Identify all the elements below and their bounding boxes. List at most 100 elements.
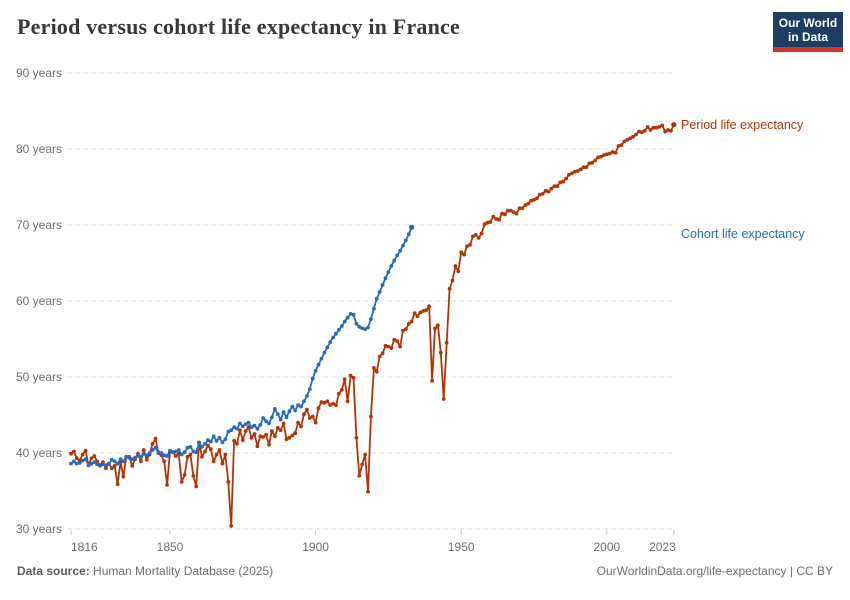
- period-point: [465, 244, 469, 249]
- cohort-point: [118, 457, 123, 461]
- period-point: [395, 339, 400, 344]
- cohort-point: [296, 403, 300, 407]
- cohort-point: [153, 445, 158, 450]
- period-point: [121, 474, 126, 479]
- period-line: [70, 123, 675, 527]
- period-point: [80, 452, 85, 457]
- cohort-point: [357, 324, 362, 329]
- period-point: [112, 464, 117, 468]
- period-point: [456, 269, 461, 274]
- period-point: [599, 154, 603, 159]
- period-point: [357, 473, 362, 478]
- period-point: [639, 130, 644, 135]
- cohort-point: [401, 243, 405, 248]
- period-point: [104, 466, 108, 471]
- period-point: [214, 452, 219, 457]
- cohort-point: [369, 317, 373, 322]
- period-point: [255, 444, 260, 449]
- period-point: [584, 165, 589, 170]
- period-point: [479, 231, 484, 236]
- cohort-point: [287, 409, 292, 414]
- period-point: [535, 196, 539, 201]
- period-point: [622, 139, 627, 144]
- cohort-point: [372, 306, 376, 311]
- period-point: [377, 354, 382, 359]
- cohort-point: [176, 448, 181, 452]
- period-point: [74, 456, 79, 461]
- period-point: [590, 160, 595, 165]
- cohort-point: [208, 439, 213, 444]
- cohort-point: [104, 463, 108, 468]
- period-point: [575, 169, 580, 173]
- period-point: [564, 176, 568, 181]
- period-point: [238, 428, 242, 433]
- cohort-point: [223, 437, 228, 442]
- data-source: Data source: Human Mortality Database (2…: [17, 564, 273, 578]
- period-point: [240, 438, 245, 442]
- cohort-point: [156, 450, 161, 455]
- chart-title: Period versus cohort life expectancy in …: [17, 14, 460, 39]
- period-point: [441, 397, 446, 401]
- y-axis-label: 40 years: [16, 446, 62, 460]
- period-point: [185, 454, 190, 459]
- cohort-point: [69, 461, 73, 466]
- period-point: [342, 377, 347, 382]
- period-point: [453, 264, 458, 268]
- period-point: [631, 134, 635, 139]
- cohort-point: [246, 420, 251, 425]
- cohort-point: [348, 312, 353, 316]
- cohort-point: [351, 312, 356, 317]
- period-point: [433, 326, 437, 331]
- period-point: [610, 150, 615, 154]
- period-point: [191, 473, 196, 478]
- cohort-point: [220, 440, 225, 445]
- owid-logo[interactable]: Our World in Data: [773, 12, 843, 52]
- series-label-period-life-expectancy: Period life expectancy: [681, 117, 804, 132]
- period-point: [418, 310, 423, 315]
- cohort-point: [98, 464, 102, 468]
- cohort-point: [139, 454, 143, 459]
- period-point: [511, 210, 516, 215]
- period-point: [299, 424, 303, 429]
- period-point: [246, 425, 251, 430]
- cohort-point: [72, 459, 76, 464]
- period-point: [654, 125, 659, 130]
- period-point: [625, 138, 630, 142]
- cohort-point: [331, 335, 335, 340]
- cohort-point: [188, 445, 193, 449]
- period-point: [348, 373, 353, 378]
- period-point: [223, 452, 228, 457]
- cohort-point: [159, 451, 164, 455]
- y-axis-label: 70 years: [16, 218, 62, 232]
- period-point: [468, 242, 472, 247]
- period-point: [537, 192, 542, 197]
- cohort-point: [374, 296, 379, 301]
- period-point: [296, 420, 300, 425]
- period-point: [604, 152, 609, 157]
- cohort-point: [272, 407, 277, 411]
- period-point: [607, 151, 612, 156]
- period-point: [72, 449, 76, 454]
- cohort-point: [171, 450, 175, 455]
- credit-link[interactable]: OurWorldinData.org/life-expectancy | CC …: [596, 564, 833, 578]
- cohort-point: [386, 270, 391, 274]
- cohort-point: [197, 441, 202, 445]
- period-point: [447, 286, 452, 291]
- period-point: [130, 464, 135, 468]
- period-point: [383, 343, 388, 348]
- cohort-point: [322, 350, 327, 355]
- cohort-point: [339, 324, 344, 328]
- period-point: [339, 388, 344, 392]
- period-point: [529, 198, 533, 203]
- period-point: [69, 451, 73, 456]
- period-point: [232, 438, 237, 443]
- cohort-point: [334, 331, 338, 336]
- period-point: [369, 414, 373, 419]
- period-point: [307, 416, 312, 420]
- period-point: [436, 323, 440, 328]
- period-point: [144, 457, 149, 462]
- cohort-point: [302, 399, 306, 404]
- period-point: [558, 180, 563, 185]
- y-axis-label: 80 years: [16, 142, 62, 156]
